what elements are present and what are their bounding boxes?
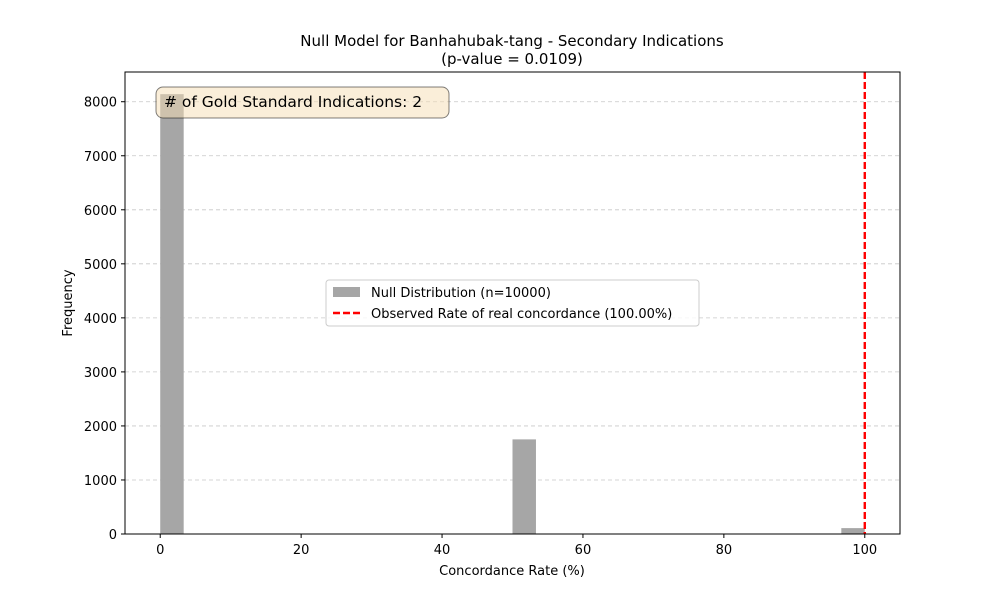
- y-tick-label: 5000: [84, 258, 117, 273]
- histogram-bar: [512, 439, 536, 534]
- annotation-background: [155, 86, 450, 119]
- x-tick-label: 40: [434, 543, 451, 558]
- chart-title: Null Model for Banhahubak-tang - Seconda…: [300, 32, 724, 50]
- x-tick-label: 20: [293, 543, 310, 558]
- x-tick-label: 0: [156, 543, 164, 558]
- y-axis-label: Frequency: [61, 269, 76, 336]
- y-tick-label: 7000: [84, 150, 117, 165]
- y-tick-label: 6000: [84, 204, 117, 219]
- chart-subtitle: (p-value = 0.0109): [441, 50, 583, 68]
- x-tick-label: 100: [852, 543, 877, 558]
- x-axis-ticks: 0 20 40 60 80 100: [156, 534, 877, 558]
- y-axis-ticks: 0 1000 2000 3000 4000 5000 6000 7000 8000: [84, 96, 125, 543]
- legend-label-observed-rate: Observed Rate of real concordance (100.0…: [371, 307, 672, 322]
- x-tick-label: 60: [575, 543, 592, 558]
- x-tick-label: 80: [716, 543, 733, 558]
- legend: Null Distribution (n=10000) Observed Rat…: [325, 279, 700, 327]
- annotation-text: # of Gold Standard Indications: 2: [164, 93, 422, 111]
- histogram-bars: [160, 94, 865, 534]
- y-tick-label: 3000: [84, 366, 117, 381]
- y-tick-label: 1000: [84, 474, 117, 489]
- y-tick-label: 8000: [84, 96, 117, 111]
- histogram-bar: [841, 528, 865, 534]
- histogram-bar: [160, 94, 184, 534]
- legend-swatch-null-distribution: [333, 287, 360, 297]
- legend-label-null-distribution: Null Distribution (n=10000): [371, 286, 551, 301]
- y-tick-label: 0: [109, 528, 117, 543]
- x-axis-label: Concordance Rate (%): [439, 564, 585, 579]
- legend-frame: [325, 279, 700, 327]
- plot-frame: [124, 71, 901, 535]
- y-tick-label: 4000: [84, 312, 117, 327]
- y-tick-label: 2000: [84, 420, 117, 435]
- annotation-box: # of Gold Standard Indications: 2: [155, 86, 450, 119]
